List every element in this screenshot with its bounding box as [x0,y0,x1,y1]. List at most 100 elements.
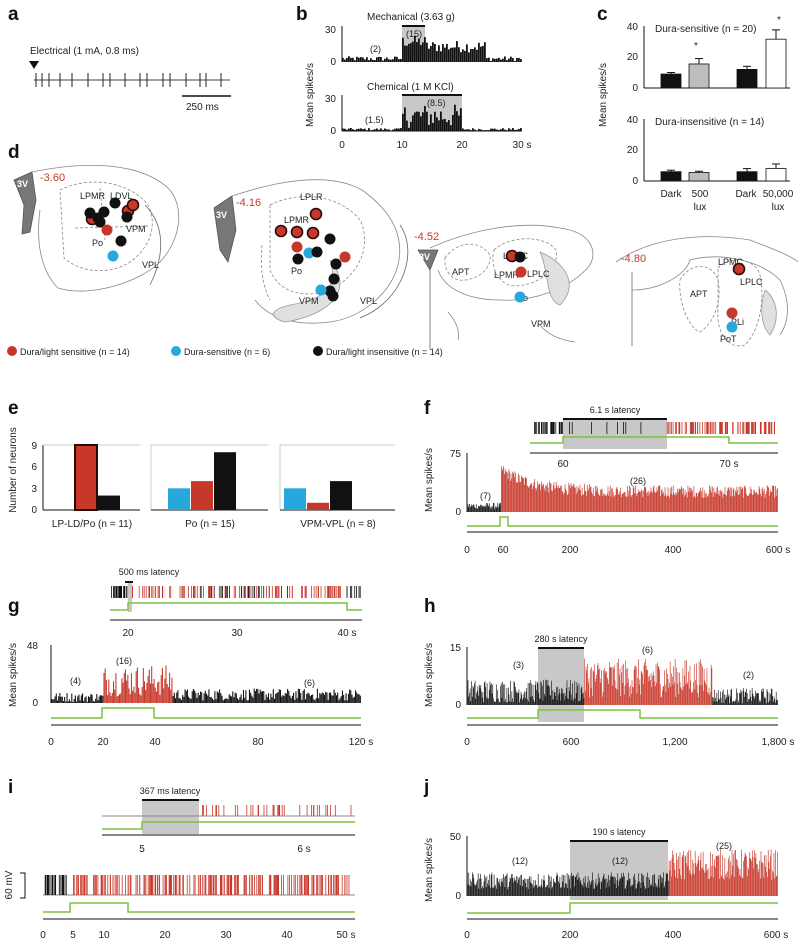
hist-bar [545,679,547,705]
hist-bar [169,672,171,703]
hist-bar [505,702,507,705]
hist-bar [581,686,583,705]
hist-bar [546,485,547,512]
hist-bar [636,887,637,896]
hist-bar [691,875,692,896]
hist-bar [689,487,690,512]
hist-bar [501,697,503,705]
hist-bar [512,878,514,896]
hist-bar [78,694,80,703]
hist-bar [594,681,596,705]
i-inset-tick-5: 5 [139,844,145,855]
hist-bar [634,873,635,896]
hist-bar [742,690,744,705]
hist-bar [471,504,473,512]
hist-bar [506,60,508,62]
hist-bar [440,111,442,131]
hist-bar [761,861,763,896]
hist-bar [196,697,198,703]
hist-bar [529,484,531,512]
hist-bar [606,493,608,512]
hist-bar [715,855,717,896]
hist-bar [487,698,489,705]
d2-lpmr: LPMR [284,215,310,225]
hist-bar [625,660,626,705]
hist-bar [598,669,600,705]
hist-bar [561,874,563,896]
hist-bar [750,696,752,705]
hist-bar [763,491,764,512]
d-section-2 [213,179,409,324]
hist-bar [690,680,691,705]
hist-bar [711,492,713,512]
hist-bar [723,493,724,512]
hist-bar [384,58,386,62]
hist-bar [312,694,314,703]
hist-bar [412,41,414,62]
panel-label-g: g [8,596,20,617]
hist-bar [737,866,739,896]
hist-bar [345,693,347,703]
hist-bar [581,487,583,512]
hist-bar [502,58,504,62]
hist-bar [171,677,173,703]
hist-bar [508,687,509,705]
hist-bar [643,490,644,512]
hist-bar [299,689,301,703]
hist-bar [765,855,767,896]
hist-bar [696,663,697,705]
hist-bar [627,667,629,705]
hist-bar [480,685,482,705]
hist-bar [515,880,517,896]
hist-bar [504,468,506,512]
hist-bar [606,878,608,896]
hist-bar [129,694,131,703]
hist-bar [484,681,486,705]
hist-bar [563,887,565,896]
hist-bar [776,700,778,705]
neuron-dot [309,207,323,221]
hist-bar [524,484,525,512]
hist-bar [498,57,500,62]
hist-bar [300,693,302,703]
g-inset-light [110,602,362,611]
j-xtick-0: 0 [464,930,470,941]
hist-bar [777,487,778,512]
hist-bar [517,876,519,896]
hist-bar [534,684,536,705]
hist-bar [440,51,442,62]
hist-bar [642,673,643,705]
hist-bar [547,884,548,896]
hist-bar [552,690,554,705]
hist-bar [352,697,354,703]
hist-bar [161,668,163,703]
e-ylabel: Number of neurons [8,427,19,513]
hist-bar [334,692,336,703]
hist-bar [553,692,555,705]
hist-bar [164,678,166,703]
hist-bar [248,689,250,703]
hist-bar [93,701,95,703]
hist-bar [574,680,576,705]
i-inset-raster [202,805,352,816]
hist-bar [553,698,554,705]
hist-bar [458,47,460,62]
hist-bar [544,491,546,512]
hist-bar [610,667,612,705]
hist-bar [314,700,316,703]
hist-bar [86,701,88,703]
hist-bar [170,689,172,703]
hist-bar [475,698,477,705]
hist-bar [529,679,531,705]
hist-bar [623,872,624,896]
hist-bar [659,485,661,512]
hist-bar [331,695,333,703]
hist-bar [536,487,538,512]
hist-bar [497,503,499,512]
hist-bar [176,692,178,703]
panel-label-e: e [8,398,19,419]
c-bar [736,171,758,182]
hist-bar [231,696,233,703]
hist-bar [188,696,190,703]
hist-bar [85,696,87,703]
